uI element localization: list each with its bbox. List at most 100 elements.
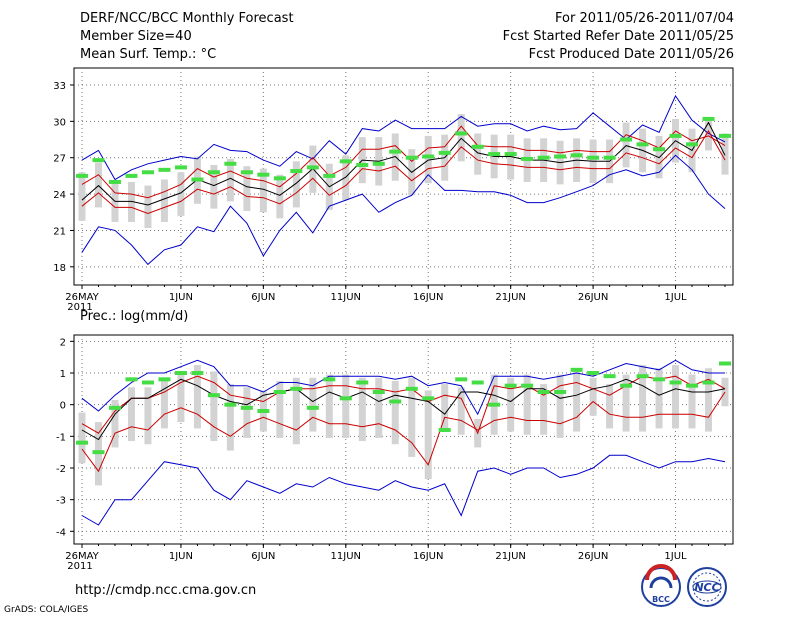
median-mark-1-14 bbox=[306, 405, 319, 410]
ytick-label-1-5: 1 bbox=[60, 369, 66, 380]
median-mark-1-39 bbox=[719, 361, 731, 366]
spread-box-1-0 bbox=[78, 412, 86, 464]
median-mark-1-13 bbox=[290, 386, 303, 391]
median-mark-0-14 bbox=[306, 165, 319, 170]
median-mark-0-19 bbox=[389, 149, 402, 154]
xtick-label-1-0: 26MAY bbox=[65, 551, 99, 562]
spread-box-0-5 bbox=[160, 179, 168, 222]
median-mark-1-24 bbox=[471, 380, 484, 385]
median-mark-0-2 bbox=[108, 179, 121, 184]
xtick-label-1-4: 16JUN bbox=[413, 551, 443, 562]
median-mark-0-12 bbox=[273, 176, 286, 181]
series-max-0 bbox=[81, 94, 726, 181]
xtick-label-1-1: 1JUN bbox=[169, 551, 193, 562]
spread-box-1-7 bbox=[193, 365, 201, 429]
series-lower-0 bbox=[81, 130, 726, 215]
spread-box-1-34 bbox=[639, 365, 647, 432]
xtick-label-0-0: 26MAY bbox=[65, 292, 99, 303]
footer-credit: GrADS: COLA/IGES bbox=[4, 605, 89, 615]
median-mark-0-1 bbox=[92, 158, 105, 163]
median-mark-0-31 bbox=[587, 155, 600, 160]
ytick-label-1-6: 2 bbox=[60, 337, 66, 348]
spread-box-0-10 bbox=[243, 166, 251, 212]
xtick-label-1-5: 21JUN bbox=[495, 551, 525, 562]
spread-box-0-12 bbox=[276, 174, 284, 219]
spread-box-1-9 bbox=[226, 384, 234, 451]
median-mark-1-33 bbox=[620, 383, 633, 388]
median-mark-0-9 bbox=[224, 161, 237, 166]
median-mark-1-16 bbox=[339, 396, 352, 401]
chart-title: DERF/NCC/BCC Monthly Forecast bbox=[80, 11, 294, 26]
median-mark-1-26 bbox=[504, 383, 517, 388]
ytick-label-1-0: -4 bbox=[56, 527, 66, 538]
spread-box-1-14 bbox=[309, 377, 317, 432]
median-mark-0-8 bbox=[207, 170, 220, 175]
spread-box-0-0 bbox=[78, 172, 86, 221]
spread-box-1-10 bbox=[243, 387, 251, 438]
spread-box-1-5 bbox=[160, 380, 168, 429]
median-mark-0-11 bbox=[257, 172, 270, 177]
median-mark-0-38 bbox=[702, 116, 715, 121]
spread-box-1-16 bbox=[342, 374, 350, 438]
spread-box-1-13 bbox=[292, 377, 300, 445]
median-mark-0-35 bbox=[653, 147, 666, 152]
median-mark-0-39 bbox=[719, 133, 731, 138]
series-upper-0 bbox=[81, 125, 726, 199]
series-mean-1 bbox=[81, 378, 726, 441]
ytick-label-1-4: 0 bbox=[60, 401, 66, 412]
median-mark-0-30 bbox=[570, 153, 583, 158]
spread-box-1-3 bbox=[127, 387, 135, 442]
xtick-label-0-7: 1JUL bbox=[664, 292, 687, 303]
median-mark-1-1 bbox=[92, 450, 105, 455]
spread-box-1-17 bbox=[358, 377, 366, 442]
spread-box-1-36 bbox=[672, 365, 680, 429]
median-mark-0-20 bbox=[405, 155, 418, 160]
median-mark-1-11 bbox=[257, 409, 270, 413]
spread-box-1-30 bbox=[573, 371, 581, 432]
median-mark-1-12 bbox=[273, 390, 286, 394]
spread-box-1-21 bbox=[424, 390, 432, 480]
median-mark-0-34 bbox=[636, 142, 649, 147]
median-mark-1-5 bbox=[158, 377, 171, 382]
median-mark-1-15 bbox=[323, 377, 336, 382]
median-mark-1-9 bbox=[224, 402, 237, 407]
spread-box-0-4 bbox=[144, 185, 152, 229]
median-mark-1-29 bbox=[554, 390, 567, 394]
median-mark-0-15 bbox=[323, 173, 336, 178]
median-mark-1-20 bbox=[405, 386, 418, 391]
median-mark-1-0 bbox=[76, 440, 88, 445]
footer-url[interactable]: http://cmdp.ncc.cma.gov.cn bbox=[75, 583, 257, 598]
xtick-label-0-4: 16JUN bbox=[413, 292, 443, 303]
xtick-label-0-3: 11JUN bbox=[331, 292, 361, 303]
spread-box-0-16 bbox=[342, 155, 350, 201]
median-mark-1-19 bbox=[389, 399, 402, 404]
xtick-label-0-6: 26JUN bbox=[578, 292, 608, 303]
median-mark-1-28 bbox=[537, 390, 550, 394]
spread-box-1-35 bbox=[655, 368, 663, 429]
spread-box-0-38 bbox=[705, 118, 713, 151]
median-mark-0-25 bbox=[488, 152, 501, 157]
spread-box-1-27 bbox=[523, 374, 531, 435]
median-mark-0-6 bbox=[174, 165, 187, 170]
spread-box-1-22 bbox=[441, 384, 449, 432]
median-mark-1-23 bbox=[455, 377, 468, 382]
xtick-label-1-6: 26JUN bbox=[578, 551, 608, 562]
median-mark-0-18 bbox=[372, 161, 385, 166]
median-mark-1-27 bbox=[521, 383, 534, 388]
forecast-period: For 2011/05/26-2011/07/04 bbox=[555, 11, 734, 26]
median-mark-1-8 bbox=[207, 393, 220, 398]
plot-frame-1 bbox=[73, 334, 734, 545]
ytick-label-1-2: -2 bbox=[56, 464, 66, 475]
spread-box-0-21 bbox=[424, 135, 432, 184]
median-mark-1-2 bbox=[108, 405, 121, 410]
series-min-1 bbox=[81, 454, 726, 526]
year-label-1: 2011 bbox=[67, 561, 92, 572]
series-min-0 bbox=[81, 154, 726, 266]
spread-box-1-32 bbox=[606, 384, 614, 429]
xtick-label-0-1: 1JUN bbox=[169, 292, 193, 303]
ytick-label-0-2: 24 bbox=[53, 190, 66, 201]
spread-box-1-31 bbox=[589, 377, 597, 416]
spread-box-1-19 bbox=[391, 380, 399, 445]
median-mark-0-3 bbox=[125, 173, 138, 178]
spread-box-0-11 bbox=[259, 168, 267, 213]
